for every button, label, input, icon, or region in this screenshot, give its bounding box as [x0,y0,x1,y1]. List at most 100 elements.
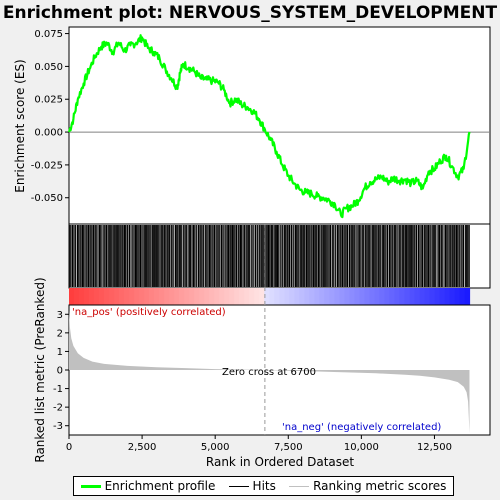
color-bar-segment [349,288,355,305]
es-y-tick-label: 0.025 [34,95,63,106]
x-tick-label: 2,500 [128,442,157,453]
color-bar-segment [164,288,170,305]
color-bar-segment [189,288,195,305]
color-bar-segment [324,288,330,305]
metric-y-tick-label: 1 [57,347,63,358]
pos-correlated-label: 'na_pos' (positively correlated) [72,307,226,318]
legend: Enrichment profile Hits Ranking metric s… [73,476,454,496]
color-bar-segment [69,288,75,305]
color-bar-segment [129,288,135,305]
x-tick-label: 5,000 [201,442,230,453]
legend-swatch-green [80,484,101,488]
color-bar-segment [114,288,120,305]
color-bar-segment [369,288,375,305]
legend-item-hits: Hits [228,479,276,493]
color-bar-segment [199,288,205,305]
chart-title: Enrichment plot: NERVOUS_SYSTEM_DEVELOPM… [3,3,498,23]
es-panel [68,26,491,225]
color-bar-segment [404,288,410,305]
color-bar-segment [454,288,461,305]
color-bar-segment [334,288,340,305]
color-bar-segment [184,288,190,305]
enrichment-profile-line [67,34,471,219]
color-bar-segment [289,288,295,305]
color-bar-segment [174,288,180,305]
x-tick-label: 0 [66,442,72,453]
color-bar-segment [414,288,421,305]
color-bar-segment [279,288,285,305]
color-bar-segment [304,288,310,305]
color-bar-segment [379,288,385,305]
es-y-ticks: 0.075 0.050 0.025 0.000 -0.025 -0.050 [31,29,69,204]
rank-x-label: Rank in Ordered Dataset [206,455,354,469]
color-bar-segment [259,288,265,305]
color-bar-segment [354,288,360,305]
color-bar-segment [224,288,230,305]
color-bar-segment [249,288,255,305]
metric-y-ticks: 3 2 1 0 -1 -2 -3 [53,310,69,432]
color-bar-segment [79,288,85,305]
color-bar-segment [209,288,215,305]
color-bar-segment [364,288,370,305]
color-bar-segment [234,288,240,305]
color-bar-segment [254,288,260,305]
rank-color-bar [69,288,471,305]
es-y-tick-label: -0.050 [31,193,63,204]
legend-label: Ranking metric scores [313,479,447,493]
color-bar-segment [439,288,446,305]
color-bar-segment [434,288,441,305]
color-bar-segment [409,288,416,305]
color-bar-segment [429,288,436,305]
es-y-label: Enrichment score (ES) [13,59,27,192]
es-y-tick-label: 0.000 [34,128,63,139]
color-bar-segment [169,288,175,305]
color-bar-segment [344,288,350,305]
metric-y-tick-label: 3 [57,310,63,321]
x-tick-label: 12,500 [417,442,452,453]
color-bar-segment [84,288,90,305]
color-bar-segment [359,288,365,305]
color-bar-segment [219,288,225,305]
color-bar-segment [464,288,471,305]
legend-item-enrichment-profile: Enrichment profile [80,479,216,493]
color-bar-segment [274,288,280,305]
color-bar-segment [204,288,210,305]
color-bar-segment [239,288,245,305]
rank-x-ticks: 0 2,500 5,000 7,500 10,000 12,500 [66,435,452,453]
color-bar-segment [299,288,305,305]
color-bar-segment [264,288,270,305]
color-bar-segment [449,288,456,305]
legend-item-ranking-metric: Ranking metric scores [289,479,446,493]
legend-label: Enrichment profile [104,479,216,493]
legend-swatch-gray [289,485,310,487]
color-bar-segment [329,288,335,305]
metric-y-tick-label: -3 [53,421,63,432]
color-bar-segment [139,288,145,305]
color-bar-segment [154,288,160,305]
color-bar-segment [394,288,400,305]
metric-y-tick-label: 2 [57,328,63,339]
color-bar-segment [149,288,155,305]
color-bar-segment [94,288,100,305]
color-bar-segment [89,288,95,305]
color-bar-segment [179,288,185,305]
color-bar-segment [284,288,290,305]
color-bar-segment [309,288,315,305]
x-tick-label: 10,000 [344,442,379,453]
zero-cross-label: Zero cross at 6700 [222,367,316,378]
color-bar-segment [74,288,80,305]
color-bar-segment [119,288,125,305]
color-bar-segment [399,288,405,305]
x-tick-label: 7,500 [274,442,303,453]
color-bar-segment [104,288,110,305]
color-bar-segment [109,288,115,305]
color-bar-segment [159,288,165,305]
color-bar-segment [269,288,275,305]
color-bar-segment [134,288,140,305]
color-bar-segment [144,288,150,305]
color-bar-segment [444,288,451,305]
color-bar-segment [384,288,390,305]
color-bar-segment [214,288,220,305]
es-y-tick-label: -0.025 [31,160,63,171]
